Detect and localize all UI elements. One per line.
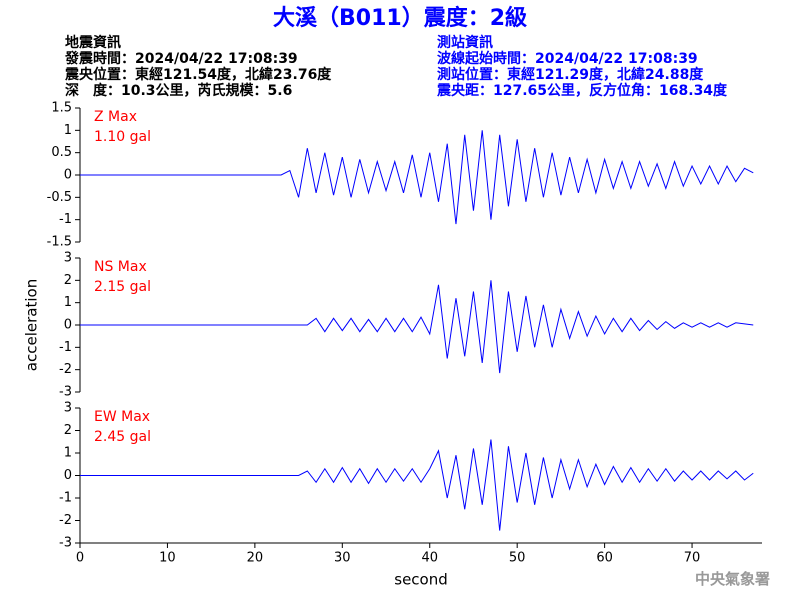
header-left: 地震資訊 bbox=[65, 34, 121, 51]
y-tick-label: 1.5 bbox=[51, 101, 72, 116]
y-tick-label: 2 bbox=[64, 273, 72, 288]
y-tick-label: 3 bbox=[64, 251, 72, 266]
y-tick-label: 1 bbox=[64, 446, 72, 461]
header-right: 震央距：127.65公里，反方位角：168.34度 bbox=[436, 82, 728, 99]
y-tick-label: 3 bbox=[64, 401, 72, 416]
x-tick-label: 30 bbox=[334, 551, 351, 566]
panel-label: NS Max bbox=[94, 259, 147, 275]
x-tick-label: 40 bbox=[421, 551, 438, 566]
waveform bbox=[80, 280, 754, 374]
waveform bbox=[80, 439, 754, 531]
x-tick-label: 60 bbox=[596, 551, 613, 566]
y-tick-label: -3 bbox=[59, 385, 72, 400]
y-tick-label: 2 bbox=[64, 423, 72, 438]
waveform bbox=[80, 130, 754, 225]
y-tick-label: 1 bbox=[64, 295, 72, 310]
x-tick-label: 70 bbox=[684, 551, 701, 566]
header-right: 波線起始時間：2024/04/22 17:08:39 bbox=[437, 50, 698, 67]
header-left: 深 度：10.3公里，芮氏規模：5.6 bbox=[65, 82, 292, 99]
x-tick-label: 10 bbox=[159, 551, 176, 566]
header-left: 發震時間：2024/04/22 17:08:39 bbox=[64, 50, 298, 67]
panel-label: EW Max bbox=[94, 409, 150, 425]
y-tick-label: 1 bbox=[64, 123, 72, 138]
y-tick-label: 0 bbox=[64, 318, 72, 333]
y-tick-label: 0.5 bbox=[51, 145, 72, 160]
y-axis-label: acceleration bbox=[23, 279, 41, 371]
footer: 中央氣象署 bbox=[695, 570, 770, 588]
panel-max: 2.15 gal bbox=[94, 279, 151, 295]
y-tick-label: -0.5 bbox=[47, 190, 72, 205]
x-tick-label: 0 bbox=[76, 551, 84, 566]
panel-label: Z Max bbox=[94, 109, 137, 125]
x-tick-label: 50 bbox=[509, 551, 526, 566]
y-tick-label: -1 bbox=[59, 491, 72, 506]
y-tick-label: -1 bbox=[59, 212, 72, 227]
header-right: 測站資訊 bbox=[437, 34, 493, 51]
y-tick-label: 0 bbox=[64, 468, 72, 483]
chart-title: 大溪（B011）震度：2級 bbox=[273, 5, 527, 31]
y-tick-label: -2 bbox=[59, 513, 72, 528]
panel-max: 1.10 gal bbox=[94, 129, 151, 145]
y-tick-label: -1 bbox=[59, 340, 72, 355]
y-tick-label: -1.5 bbox=[47, 235, 72, 250]
x-axis-label: second bbox=[394, 571, 448, 589]
y-tick-label: 0 bbox=[64, 168, 72, 183]
y-tick-label: -3 bbox=[59, 536, 72, 551]
x-tick-label: 20 bbox=[247, 551, 264, 566]
header-left: 震央位置：東經121.54度，北緯23.76度 bbox=[64, 66, 332, 83]
panel-max: 2.45 gal bbox=[94, 429, 151, 445]
header-right: 測站位置：東經121.29度，北緯24.88度 bbox=[437, 66, 704, 83]
y-tick-label: -2 bbox=[59, 362, 72, 377]
